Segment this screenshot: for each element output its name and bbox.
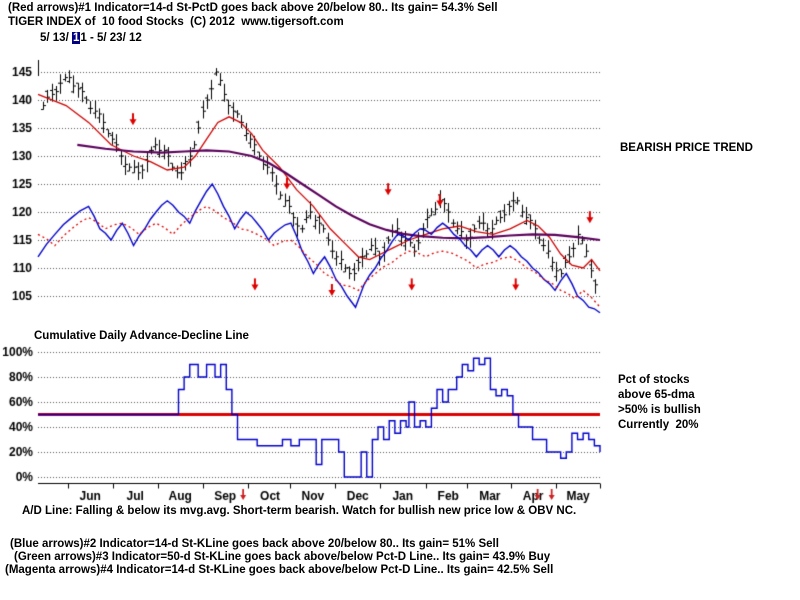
indicator2-summary: (Blue arrows)#2 Indicator=14-d St-KLine …	[10, 538, 499, 550]
chart-title: TIGER INDEX of 10 food Stocks (C) 2012 w…	[8, 16, 344, 28]
ad-line-panel-title: Cumulative Daily Advance-Decline Line	[34, 330, 249, 342]
pct-stocks-label-3: >50% is bullish	[618, 404, 701, 416]
date-range: 5/ 13/ 11 - 5/ 23/ 12	[40, 32, 142, 45]
date-range-end: 1 - 5/ 23/ 12	[80, 32, 142, 44]
indicator1-summary: (Red arrows)#1 Indicator=14-d St-PctD go…	[8, 2, 498, 14]
ad-line-note: A/D Line: Falling & below its mvg.avg. S…	[22, 505, 577, 517]
bearish-trend-annotation: BEARISH PRICE TREND	[620, 142, 753, 154]
date-range-start: 5/ 13/	[40, 32, 72, 44]
pct-stocks-current-value: Currently 20%	[618, 419, 699, 431]
pct-stocks-label-1: Pct of stocks	[618, 374, 690, 386]
indicator4-summary: (Magenta arrows)#4 Indicator=14-d St-KLi…	[5, 564, 554, 576]
date-range-selection: 1	[71, 32, 81, 44]
pct-stocks-label-2: above 65-dma	[618, 389, 695, 401]
indicator3-summary: (Green arrows)#3 Indicator=50-d St-KLine…	[14, 551, 551, 563]
